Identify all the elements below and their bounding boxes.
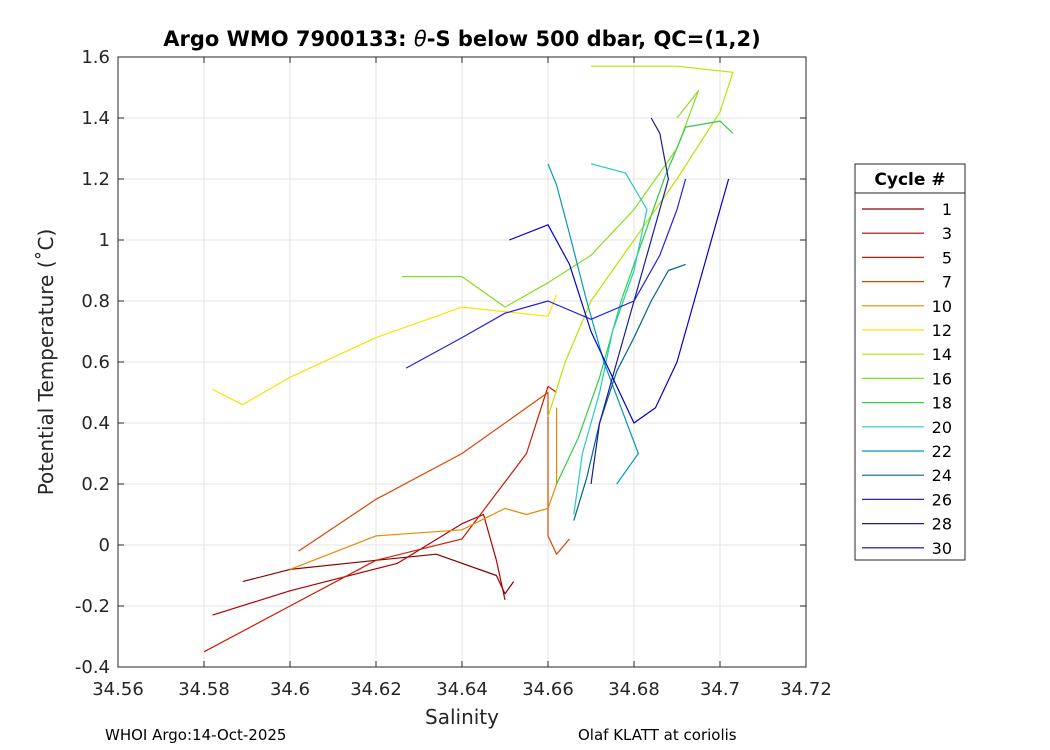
legend: Cycle # 1 3 5 7 10 12 14 16 18 20 22 24 26 28 30 [854,163,966,561]
x-axis-label: Salinity [425,705,499,729]
y-tick-label: 0 [99,535,110,556]
legend-label-cycle-26: 26 [932,490,952,509]
series-line-cycle-28 [590,117,670,485]
footer-right: Olaf KLATT at coriolis [578,726,737,744]
x-tick-label: 34.68 [608,679,660,700]
plot-frame [117,56,807,668]
legend-label-cycle-14: 14 [932,345,952,364]
y-tick-labels: -0.4 -0.2 0 0.2 0.4 0.6 0.8 1 1.2 1.4 1.6 [75,47,110,678]
y-tick-label: -0.2 [75,596,110,617]
series-line-cycle-7 [298,391,570,555]
series-line-cycle-10 [289,407,558,570]
legend-label-cycle-28: 28 [932,515,952,534]
y-tick-label: 1 [99,230,110,251]
y-tick-label: 0.6 [81,352,110,373]
x-tick-label: 34.64 [436,679,488,700]
legend-label-cycle-22: 22 [932,442,952,461]
y-tick-label: 0.2 [81,474,110,495]
x-tick-label: 34.62 [350,679,402,700]
series-line-cycle-20 [573,163,648,515]
y-axis-label: Potential Temperature (˚C) [34,229,58,496]
footer-left: WHOI Argo:14-Oct-2025 [105,726,287,744]
series-line-cycle-30 [509,178,730,424]
y-tick-label: 0.8 [81,291,110,312]
series-line-cycle-22 [547,163,639,485]
series-line-cycle-16 [401,89,700,308]
series-line-cycle-12 [212,294,558,406]
y-tick-label: 1.2 [81,169,110,190]
legend-label-cycle-24: 24 [932,466,952,485]
legend-label-cycle-10: 10 [932,297,952,316]
x-tick-label: 34.56 [92,679,144,700]
series-line-cycle-5 [203,385,557,653]
y-tick-label: 1.6 [81,47,110,68]
legend-label-cycle-18: 18 [932,394,952,413]
series-line-cycle-18 [556,120,734,485]
legend-title: Cycle # [874,170,945,190]
y-tick-label: -0.4 [75,657,110,678]
x-tick-label: 34.6 [270,679,310,700]
legend-label-cycle-12: 12 [932,321,952,340]
series-group [203,65,734,653]
series-line-cycle-3 [212,513,506,616]
legend-label-cycle-30: 30 [932,539,952,558]
y-tick-label: 0.4 [81,413,110,434]
legend-items: 1 3 5 7 10 12 14 16 18 20 22 24 26 28 30 [862,200,952,558]
series-line-cycle-24 [573,263,686,521]
series-line-cycle-26 [405,178,687,369]
legend-label-cycle-7: 7 [942,273,952,292]
y-tick-label: 1.4 [81,108,110,129]
x-tick-label: 34.72 [780,679,832,700]
x-tick-label: 34.58 [178,679,230,700]
legend-label-cycle-20: 20 [932,418,952,437]
legend-box [854,163,966,561]
x-tick-labels: 34.56 34.58 34.6 34.62 34.64 34.66 34.68 34.7 34… [92,679,832,700]
x-tick-label: 34.7 [700,679,740,700]
legend-label-cycle-5: 5 [942,248,952,267]
series-line-cycle-14 [547,65,734,418]
chart-title: Argo WMO 7900133: θ-S below 500 dbar, QC… [163,27,760,51]
legend-label-cycle-16: 16 [932,369,952,388]
legend-label-cycle-1: 1 [942,200,952,219]
legend-label-cycle-3: 3 [942,224,952,243]
x-tick-label: 34.66 [522,679,574,700]
